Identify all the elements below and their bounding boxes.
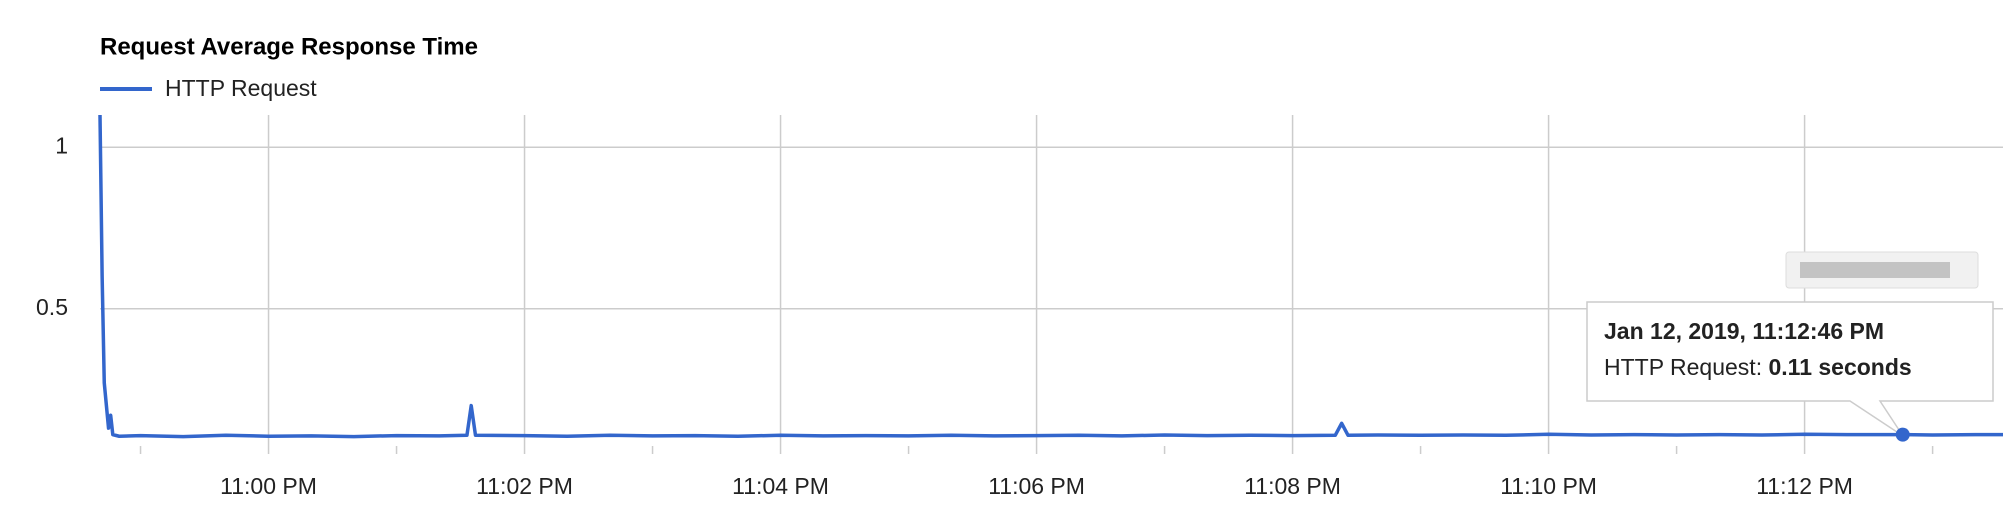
chart-title: Request Average Response Time	[100, 33, 478, 60]
x-tick-label: 11:00 PM	[220, 473, 317, 499]
tooltip: Jan 12, 2019, 11:12:46 PM HTTP Request: …	[1586, 301, 1994, 437]
legend-label: HTTP Request	[165, 75, 317, 101]
grid: 0.5 1 11:00 PM 11:02 PM 11:04 PM 11:06 PM 11:0…	[36, 115, 2003, 499]
x-tick-label: 11:06 PM	[988, 473, 1085, 499]
series-line	[98, 114, 2003, 439]
plot	[98, 114, 2003, 439]
tooltip-line: HTTP Request: 0.11 seconds	[1604, 354, 1912, 380]
x-tick-label: 11:04 PM	[732, 473, 829, 499]
tooltip-value: 0.11 seconds	[1768, 354, 1911, 380]
blurred-label	[1785, 251, 1979, 289]
y-tick-label: 0.5	[36, 294, 68, 320]
tooltip-box	[1586, 301, 1994, 437]
blurred-content	[1800, 262, 1950, 278]
highlight-point	[1895, 427, 1910, 442]
tooltip-title: Jan 12, 2019, 11:12:46 PM	[1604, 318, 1884, 344]
y-tick-label: 1	[55, 132, 68, 158]
x-tick-label: 11:08 PM	[1244, 473, 1341, 499]
x-tick-label: 11:02 PM	[476, 473, 573, 499]
tooltip-label: HTTP Request:	[1604, 354, 1762, 380]
x-tick-label: 11:12 PM	[1756, 473, 1853, 499]
x-tick-label: 11:10 PM	[1500, 473, 1597, 499]
